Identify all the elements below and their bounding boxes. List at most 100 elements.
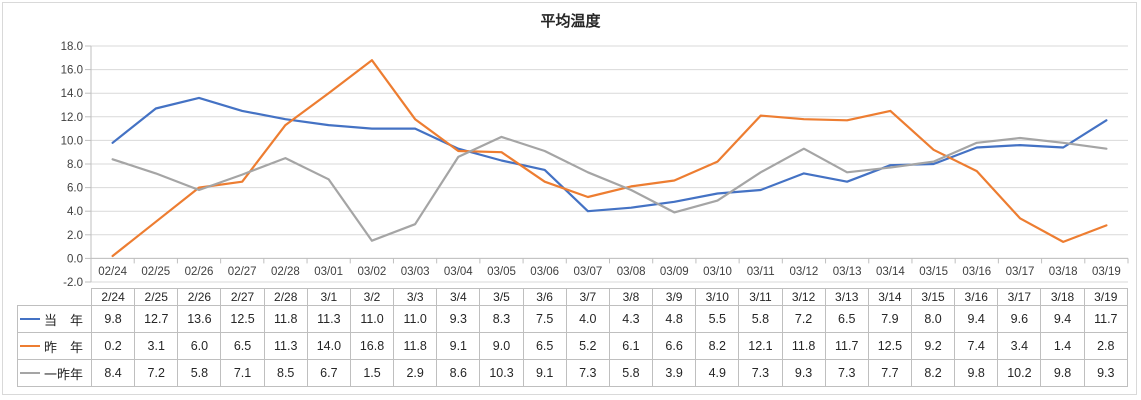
date-header-cell: 2/26	[177, 288, 222, 306]
date-header-cell: 3/9	[652, 288, 697, 306]
value-cell: 4.8	[652, 305, 697, 333]
x-axis-label: 03/19	[1092, 266, 1121, 278]
legend-cell: 一昨年	[17, 359, 92, 387]
value-cell: 3.4	[997, 332, 1042, 360]
date-header-cell: 2/27	[220, 288, 265, 306]
date-header-cell: 3/15	[910, 288, 956, 306]
value-cell: 12.7	[134, 305, 179, 333]
value-cell: 4.3	[608, 305, 654, 333]
x-axis-label: 03/07	[574, 266, 603, 278]
value-cell: 5.8	[738, 305, 783, 333]
value-cell: 8.2	[910, 359, 956, 387]
value-cell: 7.2	[134, 359, 179, 387]
date-header-cell: 3/1	[306, 288, 351, 306]
date-header-cell: 3/13	[824, 288, 869, 306]
value-cell: 11.0	[393, 305, 438, 333]
value-cell: 1.5	[349, 359, 395, 387]
value-cell: 7.9	[867, 305, 912, 333]
value-cell: 11.7	[1083, 305, 1129, 333]
x-axis-label: 03/05	[487, 266, 516, 278]
value-cell: 6.5	[824, 305, 869, 333]
value-cell: 8.3	[479, 305, 524, 333]
value-cell: 11.0	[349, 305, 395, 333]
legend-label: 昨 年	[44, 339, 84, 355]
value-cell: 7.3	[738, 359, 783, 387]
value-cell: 10.2	[997, 359, 1042, 387]
value-cell: 8.2	[695, 332, 740, 360]
x-axis-label: 02/25	[141, 266, 170, 278]
value-cell: 11.3	[263, 332, 308, 360]
date-header-cell: 3/8	[608, 288, 654, 306]
value-cell: 7.4	[954, 332, 999, 360]
legend-line-swatch	[20, 344, 40, 348]
value-cell: 6.6	[652, 332, 697, 360]
value-cell: 3.9	[652, 359, 697, 387]
x-axis-label: 03/11	[747, 266, 775, 278]
value-cell: 6.7	[306, 359, 351, 387]
x-axis-label: 03/02	[358, 266, 387, 278]
value-cell: 4.0	[565, 305, 610, 333]
value-cell: 9.8	[1040, 359, 1085, 387]
value-cell: 7.7	[867, 359, 912, 387]
date-header-cell: 3/10	[695, 288, 740, 306]
value-cell: 5.8	[608, 359, 654, 387]
series-line-2	[111, 135, 1108, 242]
value-cell: 9.4	[954, 305, 999, 333]
value-cell: 14.0	[306, 332, 351, 360]
date-header-cell: 3/17	[997, 288, 1042, 306]
date-header-cell: 3/4	[436, 288, 481, 306]
date-header-cell: 3/12	[781, 288, 826, 306]
legend-label: 一昨年	[44, 366, 84, 382]
date-header-cell: 3/3	[393, 288, 438, 306]
y-axis-label: 10.0	[61, 135, 83, 147]
line-plot-area: 18.0 16.0 14.0 12.0 10.0 8.0 6.0 4.0 2.0 0.0 -2.0 0…	[61, 41, 1129, 288]
x-axis-label: 03/18	[1049, 266, 1078, 278]
value-cell: 11.8	[393, 332, 438, 360]
x-axis-label: 03/03	[401, 266, 430, 278]
chart-title: 平均温度	[540, 13, 601, 30]
value-cell: 6.5	[522, 332, 567, 360]
value-cell: 9.3	[1083, 359, 1129, 387]
value-cell: 9.4	[1040, 305, 1085, 333]
legend-cell: 当 年	[17, 305, 92, 333]
value-cell: 6.1	[608, 332, 654, 360]
value-cell: 8.4	[90, 359, 136, 387]
value-cell: 9.2	[910, 332, 956, 360]
value-cell: 13.6	[177, 305, 222, 333]
value-cell: 2.8	[1083, 332, 1129, 360]
value-cell: 9.1	[436, 332, 481, 360]
value-cell: 9.8	[954, 359, 999, 387]
date-header-cell: 3/5	[479, 288, 524, 306]
value-cell: 9.0	[479, 332, 524, 360]
value-cell: 8.5	[263, 359, 308, 387]
value-cell: 9.6	[997, 305, 1042, 333]
value-cell: 9.3	[436, 305, 481, 333]
value-cell: 5.8	[177, 359, 222, 387]
value-cell: 8.0	[910, 305, 956, 333]
value-cell: 16.8	[349, 332, 395, 360]
value-cell: 6.0	[177, 332, 222, 360]
date-header-cell: 3/6	[522, 288, 567, 306]
y-axis-label: 14.0	[61, 88, 83, 100]
date-header-cell: 3/16	[954, 288, 999, 306]
value-cell: 12.5	[220, 305, 265, 333]
date-header-cell: 3/7	[565, 288, 610, 306]
y-axis-label: 12.0	[61, 112, 83, 124]
x-axis-label: 03/06	[530, 266, 559, 278]
date-header-cell: 2/25	[134, 288, 179, 306]
value-cell: 12.1	[738, 332, 783, 360]
x-axis-label: 03/17	[1006, 266, 1035, 278]
value-cell: 7.1	[220, 359, 265, 387]
value-cell: 6.5	[220, 332, 265, 360]
x-axis-label: 03/10	[703, 266, 732, 278]
x-axis-label: 02/27	[228, 266, 257, 278]
legend-line-swatch	[20, 371, 40, 375]
x-axis-label: 02/28	[271, 266, 300, 278]
date-header-cell: 3/14	[867, 288, 912, 306]
date-header-cell: 2/28	[263, 288, 308, 306]
y-axis-label: 2.0	[67, 230, 83, 242]
y-axis-label: 8.0	[67, 159, 83, 171]
x-axis-label: 02/24	[98, 266, 127, 278]
value-cell: 11.3	[306, 305, 351, 333]
